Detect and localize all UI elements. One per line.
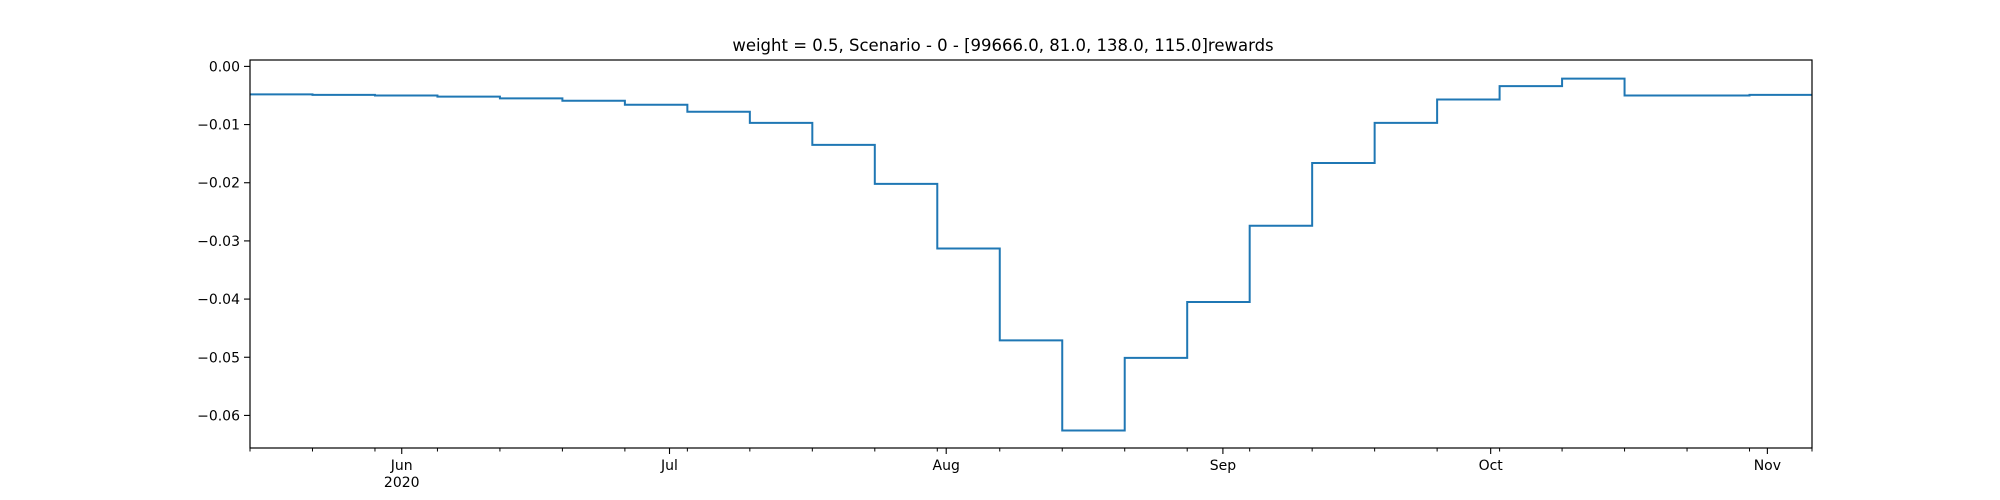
y-tick-label: 0.00 [209,59,240,75]
y-tick-label: −0.01 [197,118,240,134]
x-tick-label: Nov [1754,458,1781,474]
plot-frame [249,59,1813,449]
x-tick-label: Aug [933,458,960,474]
y-tick-label: −0.04 [197,292,240,308]
y-tick-label: −0.05 [197,350,240,366]
chart-title: weight = 0.5, Scenario - 0 - [99666.0, 8… [732,36,1273,55]
x-tick-label: Jul [660,458,678,474]
y-tick-label: −0.06 [197,408,240,424]
x-tick-label: Jun [390,458,413,474]
series-line-0 [250,77,1812,432]
plot-area: 0.00 −0.01 −0.02 −0.03 −0.04 −0.05 −0.06 Jun202… [197,59,1813,491]
y-tick-label: −0.02 [197,176,240,192]
y-tick-label: −0.03 [197,234,240,250]
x-tick-label: Sep [1210,458,1237,474]
x-tick-label: Oct [1479,458,1504,474]
x-tick-sublabel: 2020 [384,475,420,491]
